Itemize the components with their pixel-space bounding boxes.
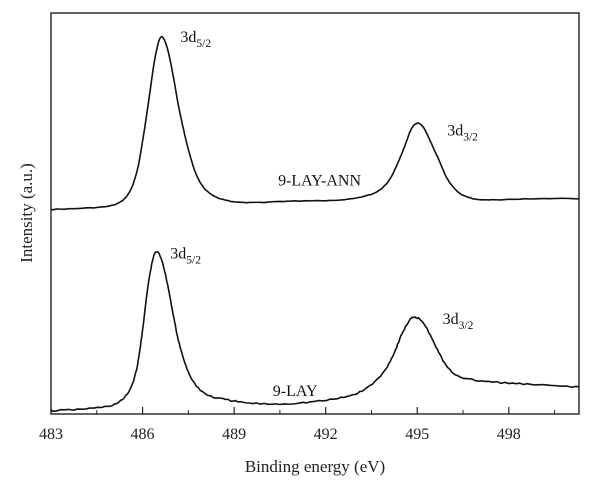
x-tick-label-5: 498 — [497, 426, 521, 443]
x-axis-title: Binding energy (eV) — [245, 457, 385, 476]
peak-label-0: 3d5/2 — [180, 29, 211, 50]
x-tick-label-4: 495 — [405, 426, 429, 443]
x-axis-tick-labels: 483 486 489 492 495 498 — [39, 426, 521, 443]
x-tick-label-2: 489 — [222, 426, 246, 443]
series-label-9-lay: 9-LAY — [273, 383, 318, 400]
x-tick-label-3: 492 — [314, 426, 338, 443]
x-tick-label-1: 486 — [131, 426, 155, 443]
peak-label-1: 3d3/2 — [447, 122, 478, 143]
plot-frame — [50, 12, 580, 415]
series-line-9-lay-ann — [50, 35, 580, 211]
peak-label-2: 3d5/2 — [170, 246, 201, 267]
peak-label-3: 3d3/2 — [443, 311, 474, 332]
x-axis-ticks — [50, 407, 556, 414]
x-tick-label-0: 483 — [39, 426, 63, 443]
annotation-layer: 3d5/2 3d3/2 3d5/2 3d3/2 9-LAY-ANN 9-LAY — [170, 29, 478, 400]
y-axis-title: Intensity (a.u.) — [17, 163, 36, 263]
series-line-9-lay — [50, 251, 580, 413]
series-label-9-lay-ann: 9-LAY-ANN — [278, 172, 361, 189]
series-layer — [50, 35, 580, 413]
